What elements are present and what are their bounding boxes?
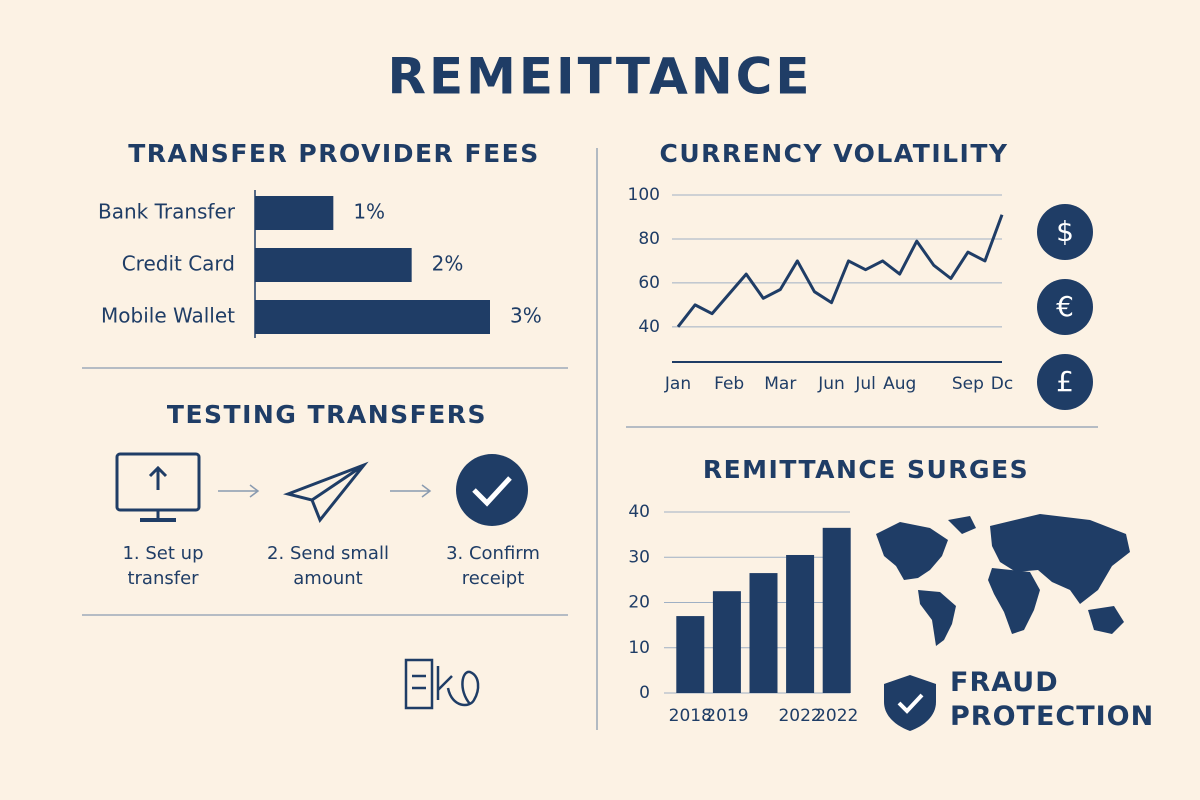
dividers [82, 148, 1098, 730]
step-label: 1. Set up transfer [122, 543, 204, 589]
value-label: 1% [353, 200, 385, 224]
category-label: Credit Card [122, 252, 235, 276]
y-tick-label: 20 [628, 593, 650, 613]
y-tick-label: 60 [638, 273, 660, 293]
step-icons [115, 452, 480, 710]
x-tick-label: Mar [764, 374, 796, 394]
check-mark [472, 476, 512, 507]
x-tick-label: Aug [883, 374, 916, 394]
check-icon [456, 454, 528, 526]
chart-title: CURRENCY VOLATILITY [659, 139, 1008, 168]
bar [255, 196, 334, 230]
line [676, 214, 1004, 328]
chart-title: TRANSFER PROVIDER FEES [128, 139, 540, 168]
bar [749, 573, 778, 693]
bar [712, 591, 741, 693]
y-tick-label: 40 [628, 502, 650, 522]
y-tick-label: 40 [638, 317, 660, 337]
x-tick-label: 2019 [705, 706, 748, 726]
bar [255, 248, 412, 282]
section-title: TESTING TRANSFERS [167, 400, 487, 429]
fraud-label: FRAUD PROTECTION [950, 667, 1155, 732]
bar [822, 527, 851, 693]
currency-icon [1037, 354, 1093, 410]
x-tick-label: Sep [952, 374, 984, 394]
category-label: Mobile Wallet [101, 304, 235, 328]
bar [676, 616, 705, 693]
category-label: Bank Transfer [98, 200, 236, 224]
value-label: 2% [432, 252, 464, 276]
x-tick-label: Dc [991, 374, 1013, 394]
x-tick-label: 2022 [815, 706, 858, 726]
currency-symbol: € [1056, 290, 1074, 323]
bar [786, 554, 815, 693]
y-tick-label: 30 [628, 547, 650, 567]
x-tick-label: Feb [714, 374, 744, 394]
page-title: REMEITTANCE [387, 48, 812, 106]
x-tick-label: 2018 [669, 706, 712, 726]
currency-icon [1037, 204, 1093, 260]
chart-title: REMITTANCE SURGES [703, 455, 1029, 484]
bar [255, 300, 490, 334]
step-label: 2. Send small amount [267, 543, 389, 589]
y-tick-label: 0 [639, 683, 650, 703]
y-tick-label: 10 [628, 638, 650, 658]
value-label: 3% [510, 304, 542, 328]
x-tick-label: 2022 [778, 706, 821, 726]
x-tick-label: Jul [854, 374, 876, 394]
shield-icon [884, 675, 936, 731]
y-tick-label: 80 [638, 229, 660, 249]
currency-symbol: £ [1056, 365, 1074, 398]
world-map [876, 514, 1130, 646]
x-tick-label: Jan [664, 374, 691, 394]
currency-symbol: $ [1056, 215, 1074, 248]
x-tick-label: Jun [817, 374, 845, 394]
shield-check [897, 693, 924, 714]
y-tick-label: 100 [628, 185, 660, 205]
step-label: 3. Confirm receipt [446, 543, 540, 589]
currency-icon [1037, 279, 1093, 335]
